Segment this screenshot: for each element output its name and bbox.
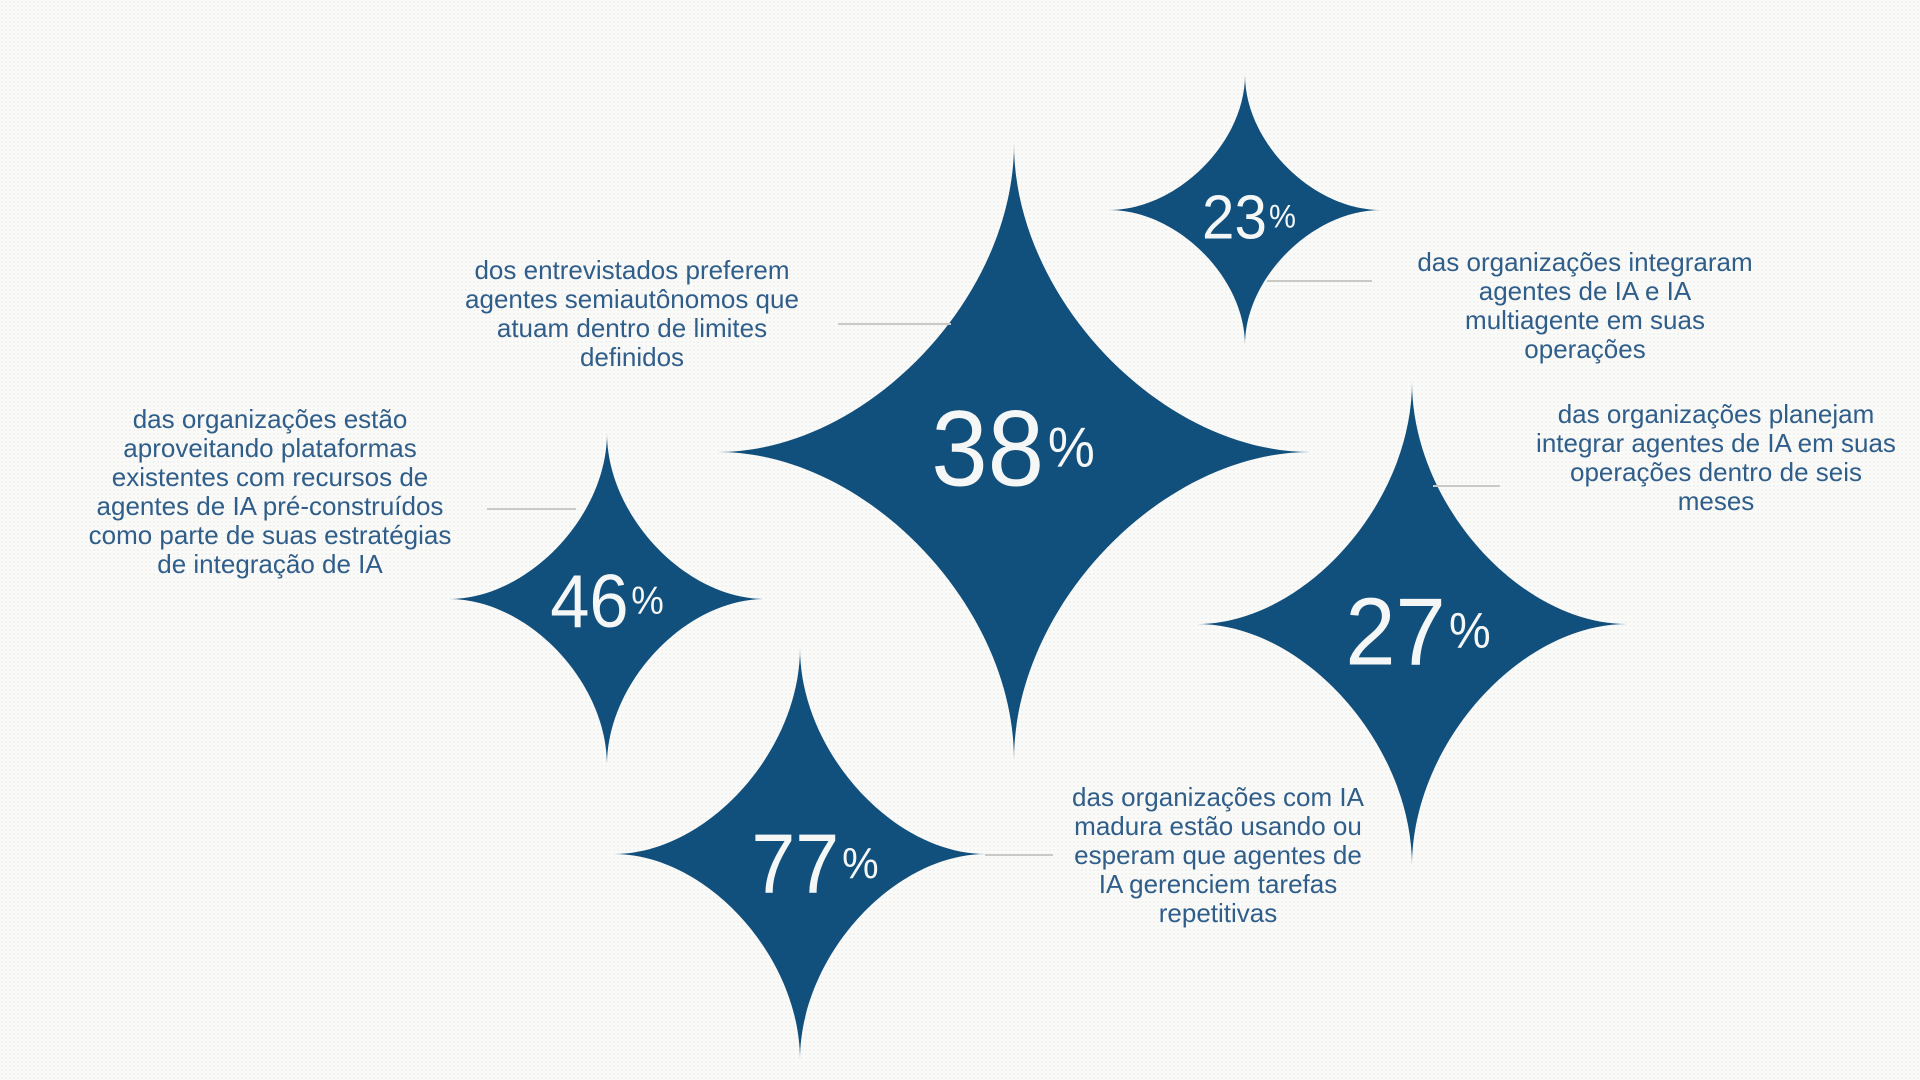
star-shape-23 xyxy=(1109,75,1381,345)
stat-value-77: 77% xyxy=(751,822,878,906)
stat-caption-46: das organizações estão aproveitando plat… xyxy=(88,404,452,579)
star-shape-27 xyxy=(1197,382,1627,866)
stat-number: 77 xyxy=(751,816,840,911)
stat-caption-23: das organizações integraram agentes de I… xyxy=(1417,247,1753,364)
connector-line-38 xyxy=(838,323,951,325)
connector-line-46 xyxy=(487,508,576,510)
percent-sign: % xyxy=(1448,602,1491,659)
stat-number: 27 xyxy=(1345,578,1446,686)
stat-value-27: 27% xyxy=(1345,584,1491,681)
stat-number: 38 xyxy=(931,387,1045,509)
connector-line-77 xyxy=(985,854,1053,856)
star-shape-38 xyxy=(718,144,1310,760)
percent-sign: % xyxy=(1268,198,1296,235)
connector-line-23 xyxy=(1267,280,1372,282)
stat-value-38: 38% xyxy=(931,394,1095,503)
star-shape-77 xyxy=(614,648,986,1060)
stat-number: 23 xyxy=(1202,183,1267,253)
stat-number: 46 xyxy=(550,558,629,643)
percent-sign: % xyxy=(1047,415,1095,479)
percent-sign: % xyxy=(631,579,664,623)
stat-value-46: 46% xyxy=(550,563,664,639)
connector-line-27 xyxy=(1433,485,1500,487)
stat-value-23: 23% xyxy=(1202,187,1296,249)
star-shape-46 xyxy=(449,433,765,765)
percent-sign: % xyxy=(842,839,879,889)
stat-caption-27: das organizações planejam integrar agent… xyxy=(1536,399,1896,516)
stat-caption-77: das organizações com IA madura estão usa… xyxy=(1072,782,1364,928)
stat-caption-38: dos entrevistados preferem agentes semia… xyxy=(465,255,799,372)
